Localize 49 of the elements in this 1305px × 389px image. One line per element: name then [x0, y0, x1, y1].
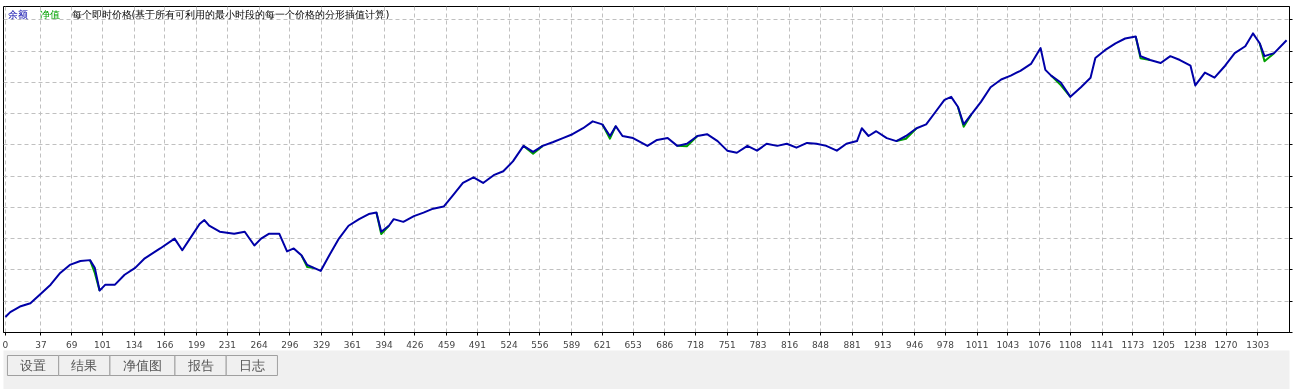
- x-tick-label: 101: [93, 339, 112, 350]
- x-tick-label: 913: [874, 339, 892, 350]
- text: 日志: [238, 358, 265, 373]
- x-tick-label: 329: [313, 339, 331, 350]
- x-tick-label: 199: [188, 339, 206, 350]
- x-tick-label: 394: [375, 339, 393, 350]
- x-tick-label: 1205: [1152, 339, 1176, 350]
- x-tick-label: 37: [35, 339, 47, 350]
- chart-title: 每个即时价格(基于所有可利用的最小时段的每一个价格的分形插值计算): [71, 8, 390, 20]
- x-tick-label: 686: [656, 339, 674, 350]
- x-tick-label: 426: [406, 339, 424, 350]
- x-tick-label: 653: [624, 339, 642, 350]
- x-tick-label: 978: [936, 339, 955, 350]
- x-tick-label: 1173: [1121, 339, 1145, 350]
- x-tick-label: 1141: [1090, 339, 1114, 350]
- x-tick-label: 1011: [965, 339, 989, 350]
- x-tick-label: 296: [281, 339, 299, 350]
- x-tick-label: 361: [343, 339, 361, 350]
- x-tick-label: 556: [531, 339, 549, 350]
- x-tick-label: 718: [686, 339, 705, 350]
- x-tick-label: 881: [843, 339, 861, 350]
- text: 报告: [186, 358, 214, 373]
- x-tick-label: 1043: [996, 339, 1020, 350]
- x-tick-label: 621: [593, 339, 611, 350]
- x-tick-label: 491: [468, 339, 486, 350]
- x-tick-label: 1076: [1028, 339, 1052, 350]
- x-tick-label: 751: [718, 339, 736, 350]
- text: 净值图: [122, 358, 162, 373]
- x-tick-label: 946: [906, 339, 924, 350]
- x-tick-label: 0: [2, 339, 9, 350]
- text: 余额: [7, 8, 28, 20]
- x-tick-label: 264: [250, 339, 269, 350]
- text: 净值: [39, 8, 60, 20]
- x-tick-label: 524: [500, 339, 518, 350]
- x-tick-label: 783: [749, 339, 767, 350]
- text: 结果: [71, 358, 98, 373]
- x-tick-label: 134: [125, 339, 144, 350]
- x-tick-label: 459: [437, 339, 456, 350]
- x-tick-label: 1108: [1058, 339, 1083, 350]
- x-tick-label: 231: [218, 339, 237, 350]
- text: 设置: [20, 358, 47, 373]
- x-tick-label: 69: [66, 339, 78, 350]
- x-tick-label: 166: [156, 339, 174, 350]
- x-tick-label: 1238: [1183, 339, 1208, 350]
- x-tick-label: 816: [781, 339, 799, 350]
- x-tick-label: 589: [562, 339, 581, 350]
- x-tick-label: 1270: [1214, 339, 1238, 350]
- x-tick-label: 1303: [1246, 339, 1270, 350]
- x-tick-label: 848: [811, 339, 830, 350]
